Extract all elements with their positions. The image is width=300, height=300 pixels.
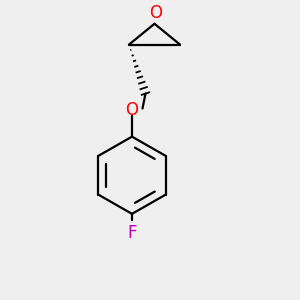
Text: O: O — [125, 101, 139, 119]
Text: O: O — [149, 4, 163, 22]
Text: F: F — [127, 224, 137, 242]
